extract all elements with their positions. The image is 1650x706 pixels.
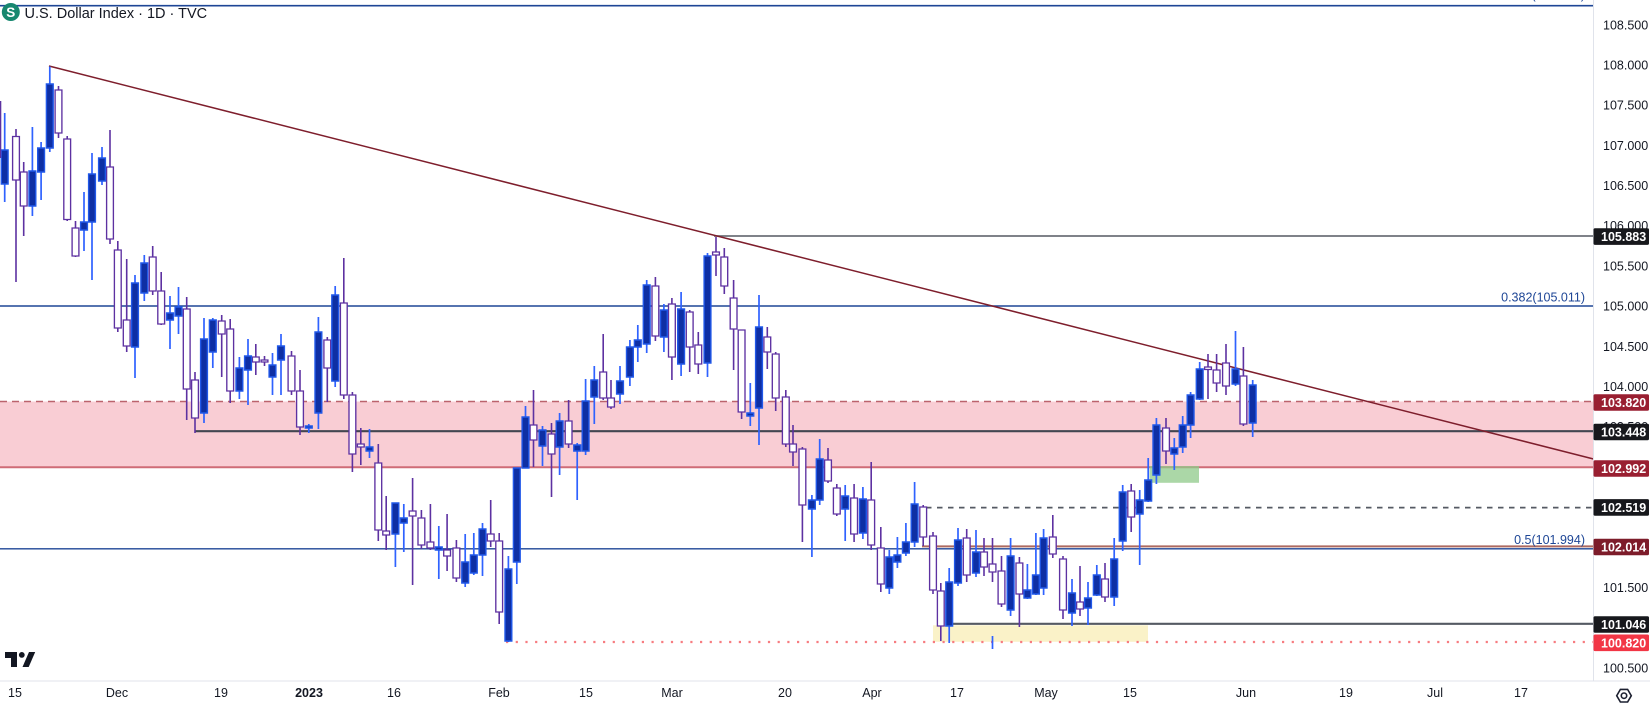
svg-text:105.000: 105.000: [1603, 300, 1648, 314]
svg-text:19: 19: [214, 686, 228, 700]
svg-text:106.500: 106.500: [1603, 179, 1648, 193]
svg-text:100.820: 100.820: [1601, 636, 1646, 650]
svg-text:103.820: 103.820: [1601, 396, 1646, 410]
svg-text:0.382(105.011): 0.382(105.011): [1501, 291, 1585, 305]
svg-text:Apr: Apr: [862, 686, 881, 700]
svg-text:15: 15: [8, 686, 22, 700]
svg-text:0.5(101.994): 0.5(101.994): [1514, 533, 1585, 547]
svg-text:101.500: 101.500: [1603, 581, 1648, 595]
svg-text:104.500: 104.500: [1603, 340, 1648, 354]
svg-text:15: 15: [579, 686, 593, 700]
svg-text:16: 16: [387, 686, 401, 700]
svg-text:105.883: 105.883: [1601, 230, 1646, 244]
svg-text:108.500: 108.500: [1603, 18, 1648, 32]
svg-text:2023: 2023: [295, 686, 323, 700]
svg-text:U.S. Dollar Index · 1D · TVC: U.S. Dollar Index · 1D · TVC: [25, 6, 208, 22]
svg-text:Dec: Dec: [106, 686, 128, 700]
svg-text:20: 20: [778, 686, 792, 700]
svg-text:102.014: 102.014: [1601, 541, 1646, 555]
svg-text:102.992: 102.992: [1601, 462, 1646, 476]
svg-text:103.448: 103.448: [1601, 426, 1646, 440]
svg-text:104.000: 104.000: [1603, 380, 1648, 394]
svg-text:108.000: 108.000: [1603, 59, 1648, 73]
svg-text:15: 15: [1123, 686, 1137, 700]
svg-text:Feb: Feb: [488, 686, 510, 700]
svg-text:17: 17: [1514, 686, 1528, 700]
svg-text:107.500: 107.500: [1603, 99, 1648, 113]
svg-text:101.046: 101.046: [1601, 618, 1646, 632]
svg-text:S: S: [6, 5, 15, 20]
svg-text:105.500: 105.500: [1603, 259, 1648, 273]
svg-text:Jul: Jul: [1427, 686, 1443, 700]
svg-text:100.500: 100.500: [1603, 661, 1648, 675]
svg-text:19: 19: [1339, 686, 1353, 700]
svg-text:107.000: 107.000: [1603, 139, 1648, 153]
svg-text:0.236(108.744): 0.236(108.744): [1500, 0, 1585, 2]
svg-text:Mar: Mar: [661, 686, 683, 700]
svg-text:Jun: Jun: [1236, 686, 1256, 700]
svg-text:17: 17: [950, 686, 964, 700]
svg-text:May: May: [1034, 686, 1058, 700]
svg-text:102.519: 102.519: [1601, 501, 1646, 515]
